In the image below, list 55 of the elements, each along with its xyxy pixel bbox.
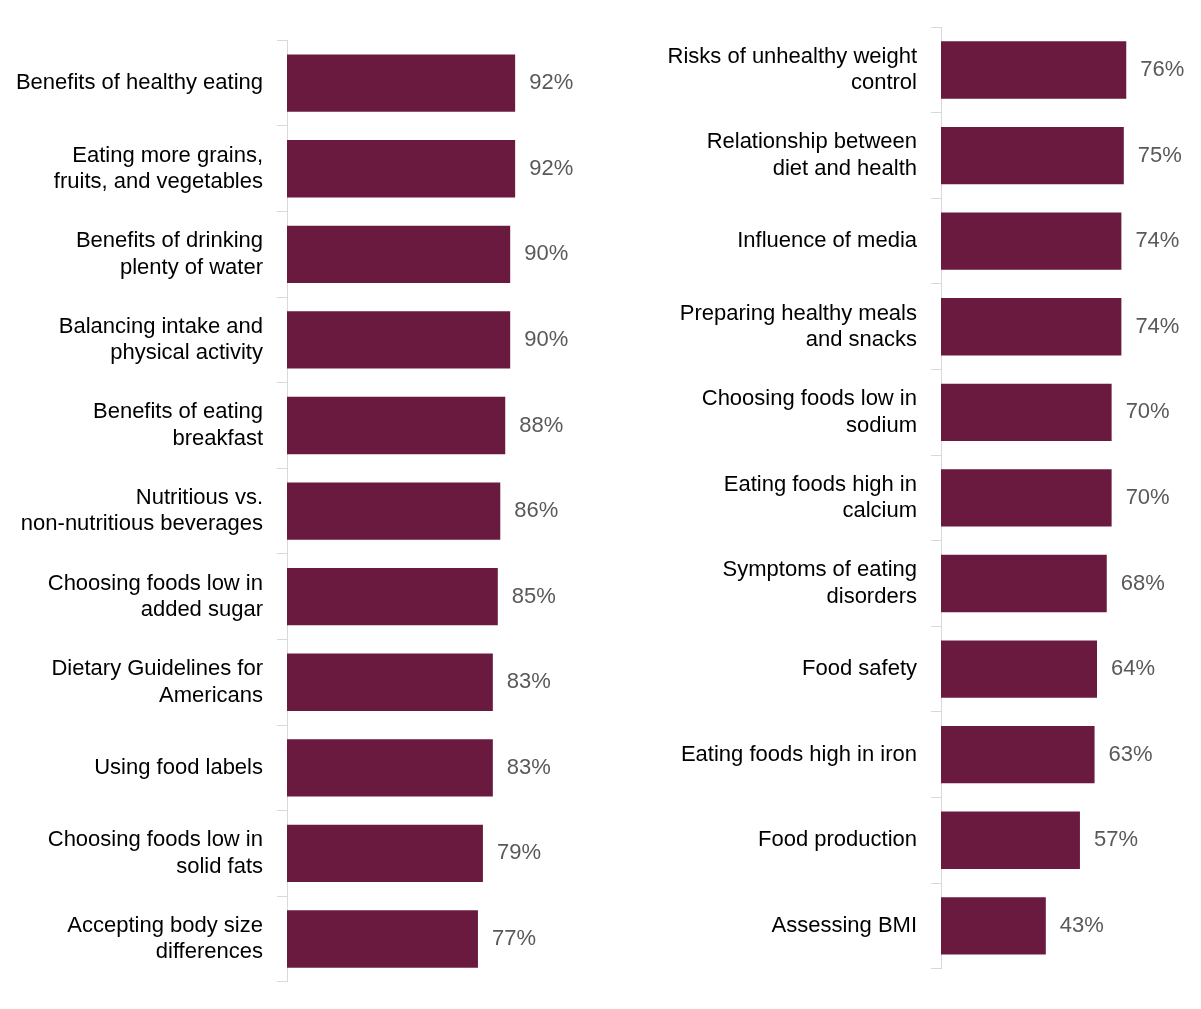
data-label: 92%: [529, 69, 574, 95]
bar: [941, 640, 1097, 698]
data-label: 79%: [496, 839, 541, 865]
data-label: 75%: [1137, 141, 1182, 167]
bar: [941, 725, 1095, 784]
y-tick-label: Dietary Guidelines for Americans: [51, 655, 263, 707]
y-tick-label: Assessing BMI: [771, 911, 917, 937]
data-label: 70%: [1125, 483, 1170, 509]
y-tick-label: Choosing foods low in sodium: [701, 385, 917, 437]
data-label: 90%: [524, 326, 569, 351]
data-label: 83%: [506, 668, 551, 694]
y-tick-label: Using food labels: [94, 753, 263, 779]
y-tick-label: Symptoms of eating disorders: [722, 556, 917, 608]
data-label: 57%: [1093, 826, 1138, 852]
y-tick-label: Risks of unhealthy weight control: [667, 42, 917, 95]
data-label: 92%: [529, 154, 574, 180]
data-label: 68%: [1120, 569, 1165, 595]
bar: [941, 212, 1122, 270]
data-label: 88%: [519, 411, 564, 437]
y-tick-label: Food safety: [802, 655, 917, 681]
y-tick-label: Benefits of eating breakfast: [92, 398, 263, 450]
y-tick-label: Balancing intake and physical activity: [58, 312, 263, 365]
data-label: 63%: [1108, 740, 1153, 766]
data-label: 70%: [1125, 398, 1170, 424]
bar: [941, 554, 1107, 613]
data-label: 74%: [1135, 227, 1180, 253]
y-tick-label: Eating foods high in calcium: [723, 470, 917, 523]
y-tick-label: Food production: [758, 826, 917, 852]
data-label: 85%: [511, 582, 556, 608]
data-label: 74%: [1135, 312, 1180, 338]
data-label: 77%: [491, 925, 537, 951]
y-tick-label: Eating foods high in iron: [680, 740, 917, 766]
y-tick-label: Benefits of healthy eating: [15, 69, 263, 95]
y-tick-label: Benefits of drinking plenty of water: [75, 227, 263, 279]
data-label: 83%: [506, 753, 551, 779]
bar: [941, 383, 1112, 441]
bar: [941, 897, 1046, 955]
bar: [941, 41, 1127, 99]
data-label: 86%: [514, 497, 559, 523]
y-tick-label: Relationship between diet and health: [706, 128, 917, 180]
bar: [941, 469, 1112, 527]
data-label: 76%: [1140, 56, 1185, 82]
y-tick-label: Influence of media: [737, 227, 918, 253]
data-label: 90%: [524, 240, 569, 266]
data-label: 64%: [1111, 655, 1156, 681]
data-label: 43%: [1059, 911, 1104, 937]
bar: [941, 126, 1124, 185]
y-tick-label: Eating more grains, fruits, and vegetables: [53, 141, 263, 194]
bar: [941, 811, 1080, 869]
y-tick-label: Nutritious vs. non-nutritious beverages: [20, 483, 263, 536]
y-tick-label: Accepting body size differences: [67, 911, 263, 964]
y-tick-label: Preparing healthy meals and snacks: [679, 299, 917, 351]
y-tick-label: Choosing foods low in added sugar: [47, 569, 263, 621]
bar: [941, 298, 1122, 356]
y-tick-label: Choosing foods low in solid fats: [47, 826, 263, 878]
